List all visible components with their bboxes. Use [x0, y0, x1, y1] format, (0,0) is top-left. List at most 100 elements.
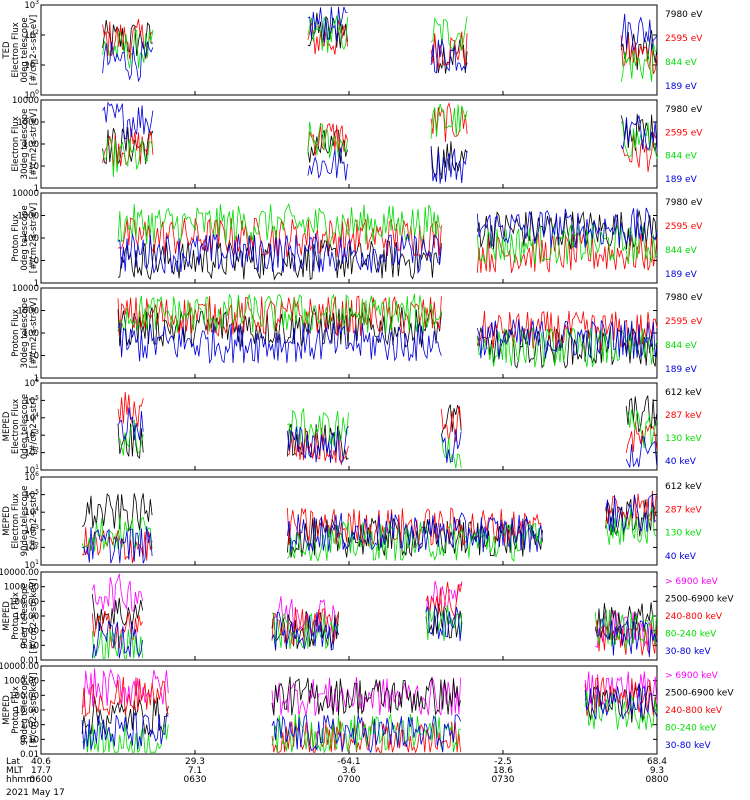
series-844-ev	[117, 203, 442, 245]
legend-entry: 7980 eV	[665, 105, 703, 115]
series-287-kev	[625, 421, 658, 454]
series-189-ev	[620, 13, 658, 51]
panel-2: 1 10 100 1000 10000 Electron Flux 30deg telesc…	[11, 96, 703, 194]
y-axis-label: TED	[2, 41, 12, 60]
series-80-240-kev	[81, 722, 169, 754]
series-30-80-kev	[271, 611, 339, 651]
series-189-ev	[430, 39, 468, 74]
series-2595-ev	[307, 20, 348, 55]
legend-entry: 7980 eV	[665, 198, 703, 208]
series-612-kev	[625, 395, 658, 433]
footer-mlt: 17.7	[31, 766, 51, 776]
footer-time: 0730	[492, 775, 515, 785]
y-axis-label: [#/cm2-s-str-keV]	[29, 673, 39, 748]
legend-entry: 189 eV	[665, 365, 698, 375]
legend-entry: 189 eV	[665, 270, 698, 280]
legend-entry: 130 keV	[665, 529, 702, 539]
series-189-ev	[117, 322, 442, 365]
y-axis-label: MEPED	[2, 601, 12, 631]
y-tick-label: 10	[28, 352, 39, 362]
series-80-240-kev	[271, 713, 461, 754]
y-axis-label: [#/cm2-s-str-eV]	[29, 203, 39, 273]
footer-row-label: Lat	[6, 757, 21, 767]
y-axis-label: 90deg telescope	[20, 675, 30, 746]
legend-entry: 240-800 keV	[665, 706, 723, 716]
footer-time: 0700	[338, 775, 361, 785]
y-axis-label: [#/cm2-s-str-eV]	[29, 109, 39, 179]
series--6900-kev	[81, 668, 169, 708]
series-2595-ev	[307, 123, 348, 156]
series-844-ev	[117, 293, 442, 334]
y-axis-label: 90deg telescope	[20, 486, 30, 557]
footer-mlt: 9.3	[650, 766, 664, 776]
y-tick-label: 100.00	[9, 597, 39, 607]
y-tick-label: 1.00	[20, 627, 39, 637]
y-tick-label: 106	[24, 471, 39, 483]
legend-entry: 287 keV	[665, 505, 702, 515]
legend-entry: 2595 eV	[665, 128, 703, 138]
series-240-800-kev	[271, 720, 461, 754]
y-tick-label: 10000	[12, 284, 39, 294]
series--6900-kev	[91, 573, 143, 613]
y-tick-label: 1000	[17, 307, 39, 317]
y-tick-label: 10	[28, 162, 39, 172]
y-axis-label: 0deg telescope	[20, 394, 30, 459]
panel-4: 1 10 100 1000 10000 Proton Flux 30deg telescop…	[11, 284, 703, 384]
y-tick-label: 0.01	[20, 656, 39, 666]
y-axis-label: 0deg telescope	[20, 205, 30, 270]
y-tick-label: 10.00	[15, 612, 39, 622]
footer-date: 2021 May 17	[6, 788, 65, 798]
legend-entry: 7980 eV	[665, 10, 703, 20]
legend-entry: 844 eV	[665, 246, 698, 256]
legend-entry: 2500-6900 keV	[665, 595, 734, 605]
series-240-800-kev	[595, 619, 657, 656]
legend-entry: 30-80 keV	[665, 741, 711, 751]
y-tick-label: 1	[34, 374, 39, 384]
footer-mlt: 18.6	[493, 766, 513, 776]
series-80-240-kev	[595, 609, 657, 649]
y-axis-label: 0deg telescope	[20, 17, 30, 82]
series-287-kev	[605, 490, 657, 528]
legend-entry: 612 keV	[665, 482, 702, 492]
series-40-kev	[625, 436, 658, 469]
y-tick-label: 1000	[17, 212, 39, 222]
y-axis-label: [#/cm2-s-str-eV]	[29, 15, 39, 85]
y-tick-label: 0.10	[20, 735, 39, 745]
y-tick-label: 100	[23, 329, 39, 339]
legend-entry: 612 keV	[665, 388, 702, 398]
series-40-kev	[81, 526, 153, 564]
legend-entry: 80-240 keV	[665, 630, 717, 640]
footer-lat: 29.3	[185, 757, 205, 767]
y-axis-label: Proton Flux	[11, 309, 21, 357]
y-axis-label: 30deg telescope	[20, 109, 30, 180]
y-tick-label: 10000	[12, 96, 39, 106]
y-axis-label: MEPED	[2, 506, 12, 536]
series-130-kev	[441, 433, 462, 469]
series-30-80-kev	[91, 620, 143, 659]
footer-time: 0800	[646, 775, 669, 785]
series--6900-kev	[271, 676, 461, 717]
series-844-ev	[307, 15, 348, 53]
series-189-ev	[307, 147, 348, 181]
y-tick-label: 1000.00	[4, 583, 39, 593]
y-tick-label: 106	[24, 377, 39, 389]
series-240-800-kev	[425, 581, 463, 619]
series-80-240-kev	[271, 612, 339, 650]
footer-lat: 68.4	[647, 757, 667, 767]
y-axis-label: [#/cm2-s-str-eV]	[29, 298, 39, 368]
series--6900-kev	[584, 671, 658, 709]
legend-entry: > 6900 keV	[665, 577, 719, 587]
series-189-ev	[102, 41, 154, 83]
series-189-ev	[102, 101, 154, 140]
series-30-80-kev	[81, 712, 169, 750]
footer-time: 0600	[30, 775, 53, 785]
series-844-ev	[307, 121, 348, 159]
y-tick-label: 1000.00	[4, 677, 39, 687]
y-tick-label: 0.01	[20, 750, 39, 760]
y-axis-label: Proton Flux	[11, 686, 21, 734]
series-30-80-kev	[584, 683, 658, 720]
